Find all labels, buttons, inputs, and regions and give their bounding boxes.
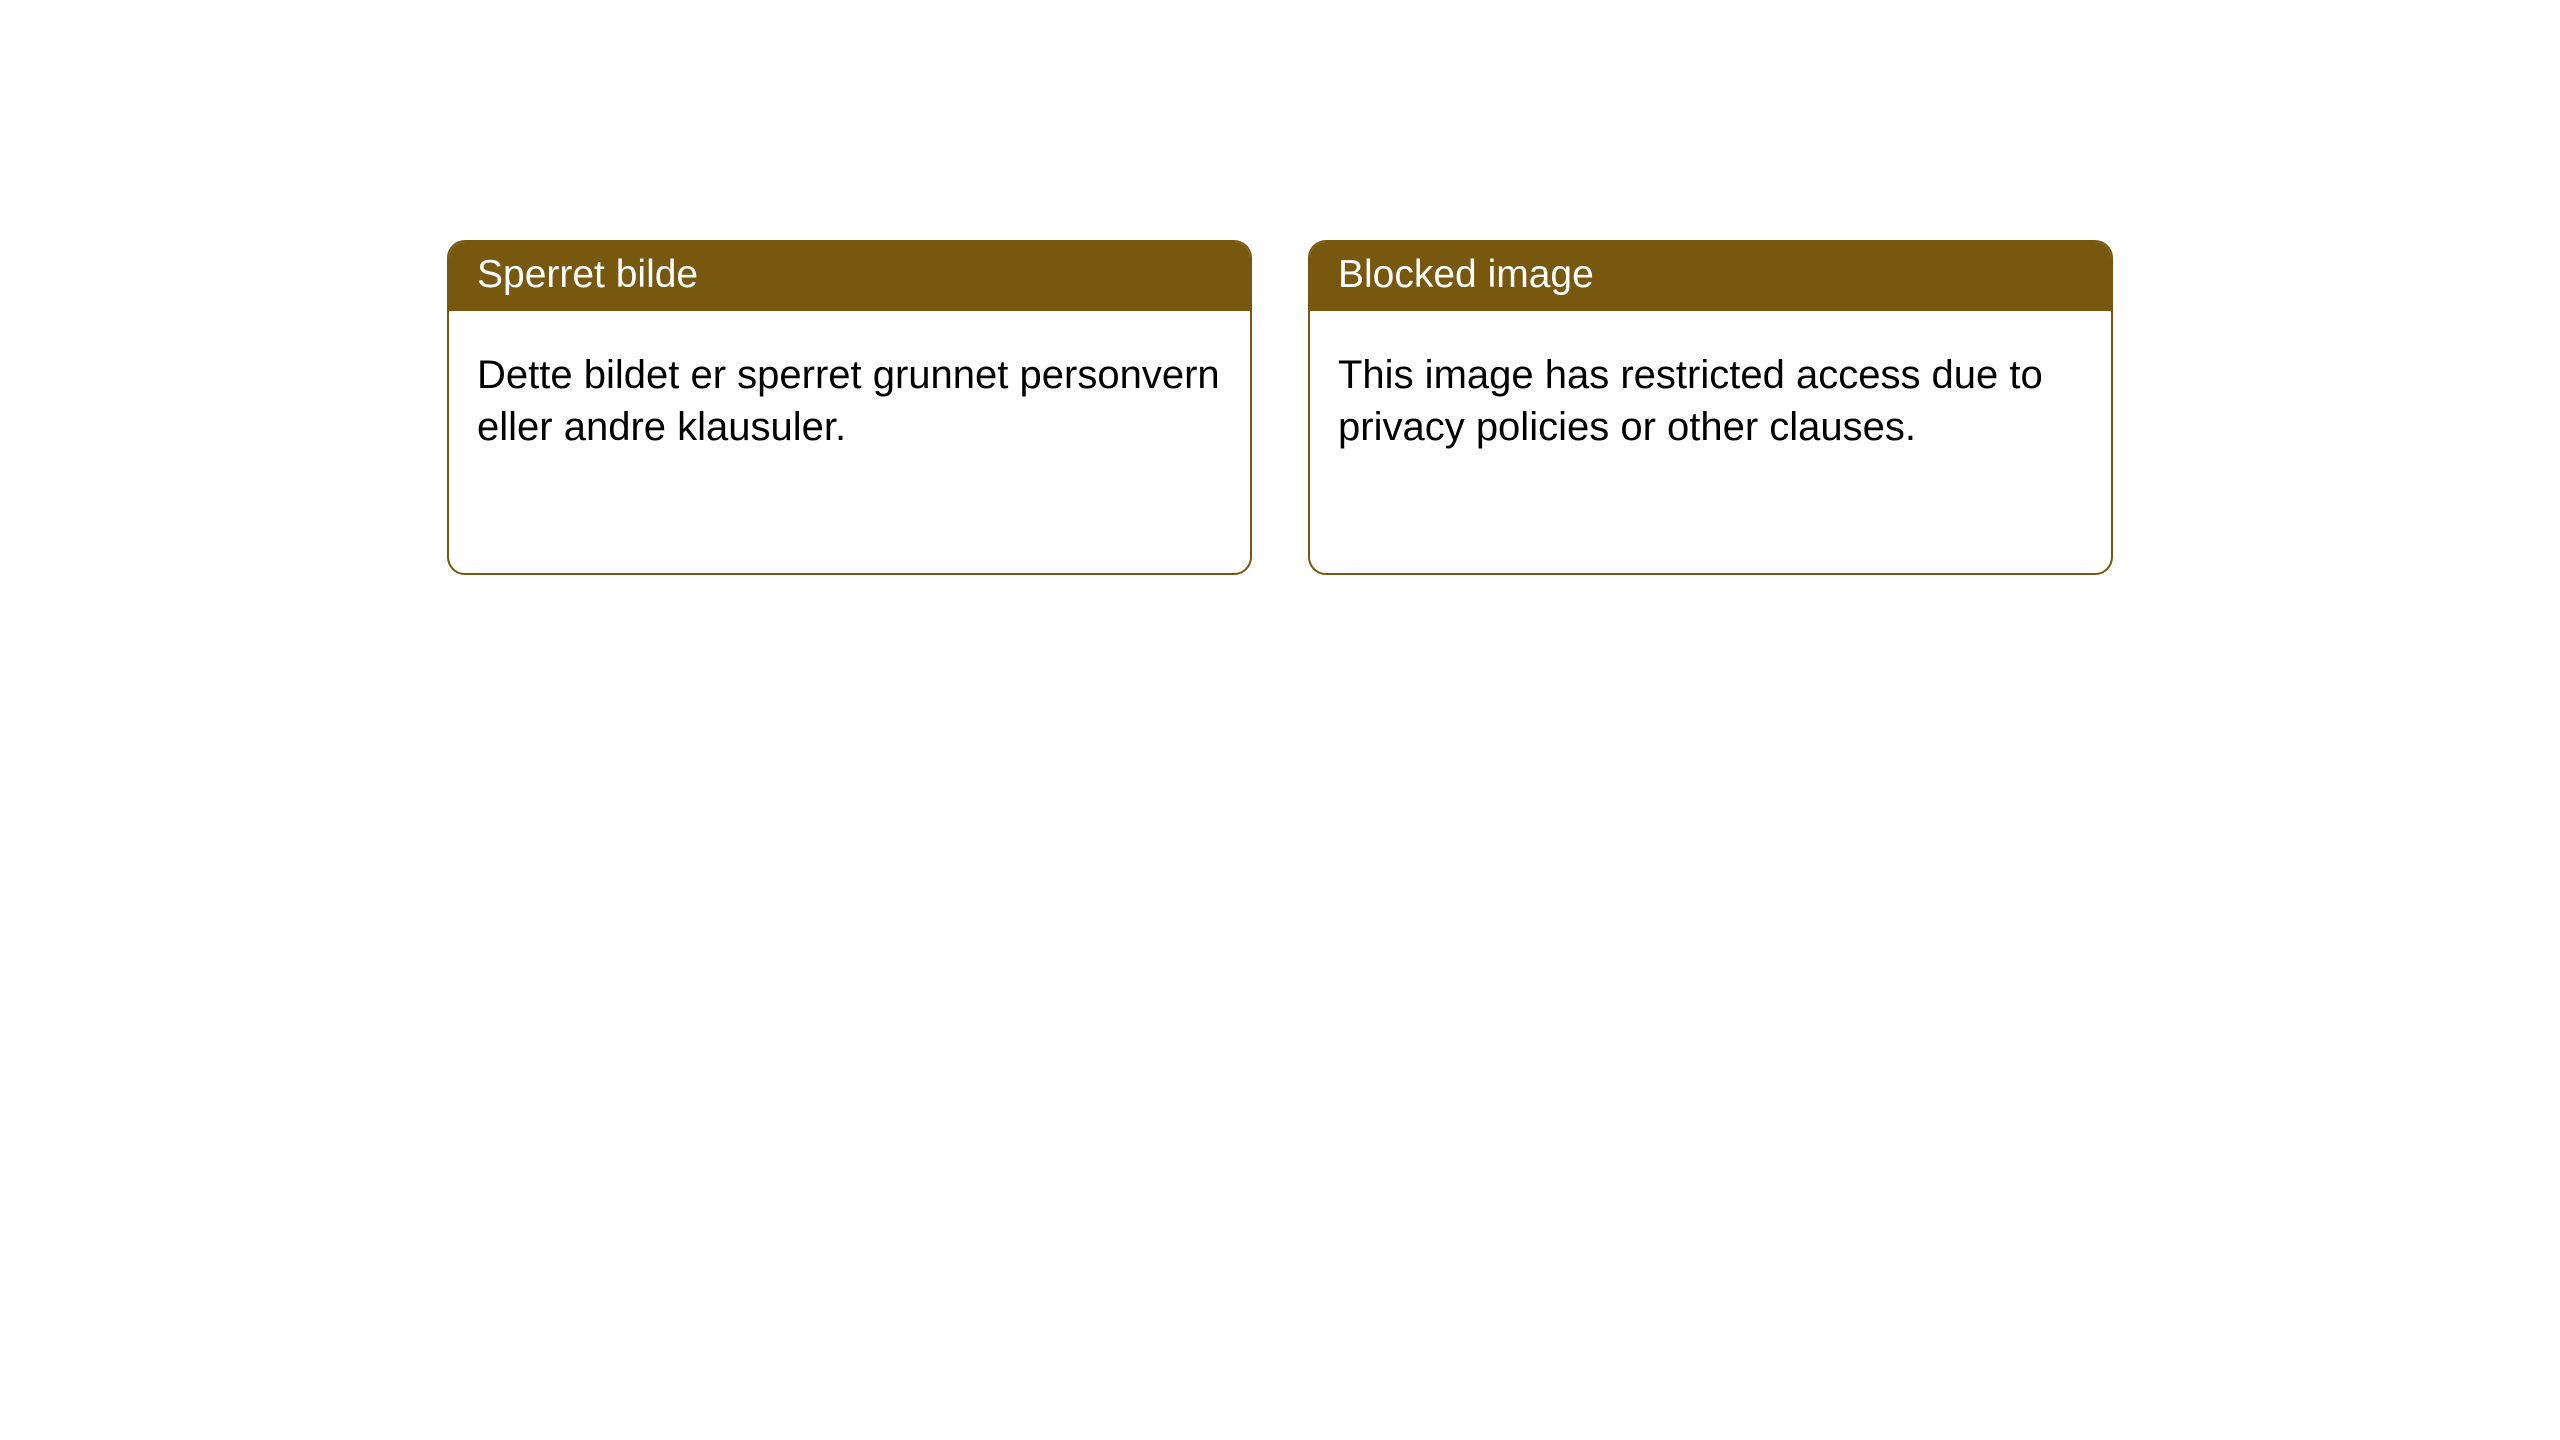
notice-card-norwegian: Sperret bilde Dette bildet er sperret gr…	[447, 240, 1252, 575]
notice-body-english: This image has restricted access due to …	[1310, 311, 2111, 481]
notice-body-norwegian: Dette bildet er sperret grunnet personve…	[449, 311, 1250, 481]
notice-title-norwegian: Sperret bilde	[449, 242, 1250, 311]
notice-container: Sperret bilde Dette bildet er sperret gr…	[0, 0, 2560, 575]
notice-card-english: Blocked image This image has restricted …	[1308, 240, 2113, 575]
notice-title-english: Blocked image	[1310, 242, 2111, 311]
